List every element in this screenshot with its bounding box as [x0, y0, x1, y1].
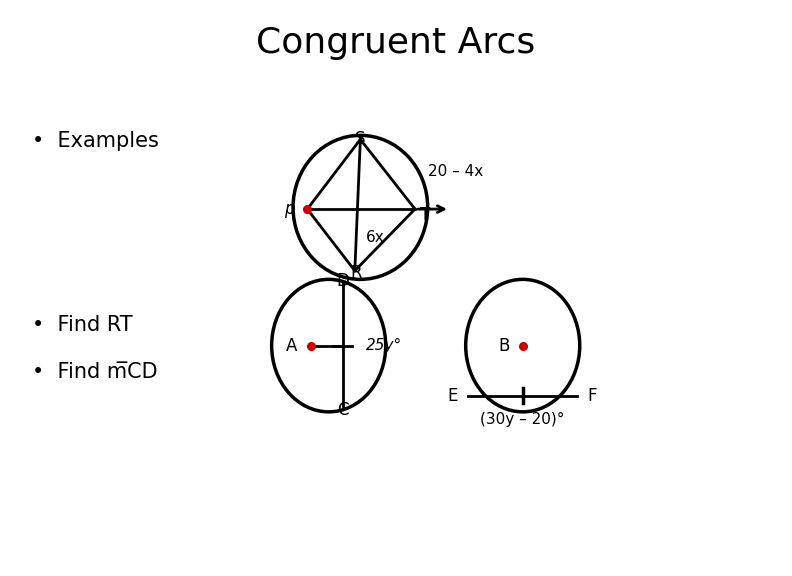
Text: •  Find RT: • Find RT — [32, 316, 132, 335]
Text: (30y – 20)°: (30y – 20)° — [481, 412, 565, 427]
Text: 20 – 4x: 20 – 4x — [428, 164, 483, 179]
Text: •  Find m̅CD: • Find m̅CD — [32, 362, 158, 381]
Text: 25y°: 25y° — [366, 338, 402, 353]
Text: R: R — [351, 264, 362, 282]
Text: D: D — [337, 272, 349, 290]
Text: Congruent Arcs: Congruent Arcs — [257, 26, 535, 60]
Text: •  Examples: • Examples — [32, 131, 158, 151]
Text: A: A — [286, 336, 297, 355]
Text: B: B — [498, 336, 509, 355]
Text: p: p — [284, 200, 295, 218]
Text: S: S — [355, 130, 366, 147]
Text: 6x: 6x — [366, 230, 385, 245]
Text: F: F — [588, 386, 597, 405]
Text: E: E — [447, 386, 458, 405]
Text: T: T — [420, 206, 430, 224]
Text: C: C — [337, 401, 348, 419]
